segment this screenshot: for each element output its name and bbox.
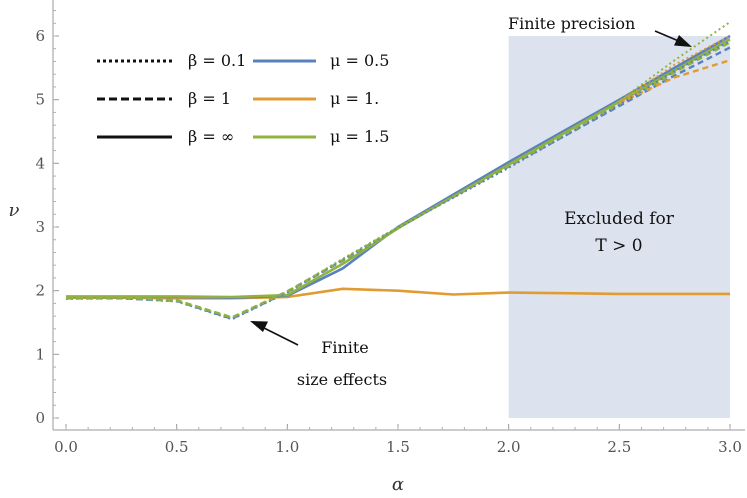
x-tick-label: 1.0: [275, 438, 299, 456]
series-line-solid: [66, 38, 731, 299]
y-axis-title: ν: [9, 200, 20, 221]
x-tick-label: 1.5: [386, 438, 410, 456]
x-axis-title: α: [392, 474, 404, 495]
y-tick-label: 3: [35, 218, 45, 236]
series-line-dotted: [618, 35, 731, 103]
finite-size-arrow: [250, 321, 299, 346]
x-tick-label: 2.5: [607, 438, 631, 456]
legend-label-mu: μ = 1.5: [330, 127, 389, 146]
y-tick-label: 4: [35, 154, 45, 172]
x-tick-label: 0.0: [54, 438, 78, 456]
y-tick-label: 2: [35, 282, 45, 300]
legend-label-beta: β = 0.1: [188, 51, 246, 70]
legend-label-mu: μ = 0.5: [330, 51, 389, 70]
legend-label-beta: β = 1: [188, 89, 231, 108]
excluded-region-label-line1: Excluded for: [564, 209, 675, 229]
y-tick-label: 1: [35, 345, 45, 363]
series-line-dotted: [65, 21, 731, 319]
legend-label-mu: μ = 1.: [330, 89, 379, 108]
x-tick-label: 2.0: [497, 438, 521, 456]
legend: β = 0.1 β = 1 β = ∞ μ = 0.5 μ = 1. μ = 1.5: [97, 51, 389, 146]
x-tick-label: 0.5: [165, 438, 189, 456]
finite-precision-arrow: [654, 30, 692, 47]
legend-label-beta: β = ∞: [188, 127, 234, 146]
y-tick-label: 5: [35, 91, 45, 109]
y-tick-label: 6: [35, 27, 45, 45]
ticks-layer: 0.0 0.5 1.0 1.5 2.0 2.5 3.0 0 1 2 3 4 5 6: [35, 10, 742, 456]
finite-size-label-line1: Finite: [321, 338, 369, 357]
series-layer: [65, 21, 731, 321]
finite-precision-label: Finite precision: [508, 14, 635, 33]
y-tick-label: 0: [35, 409, 45, 427]
series-line-dashed: [618, 59, 731, 104]
finite-size-label-line2: size effects: [297, 370, 387, 389]
excluded-region-label-line2: T > 0: [595, 236, 642, 256]
x-tick-label: 3.0: [718, 438, 742, 456]
